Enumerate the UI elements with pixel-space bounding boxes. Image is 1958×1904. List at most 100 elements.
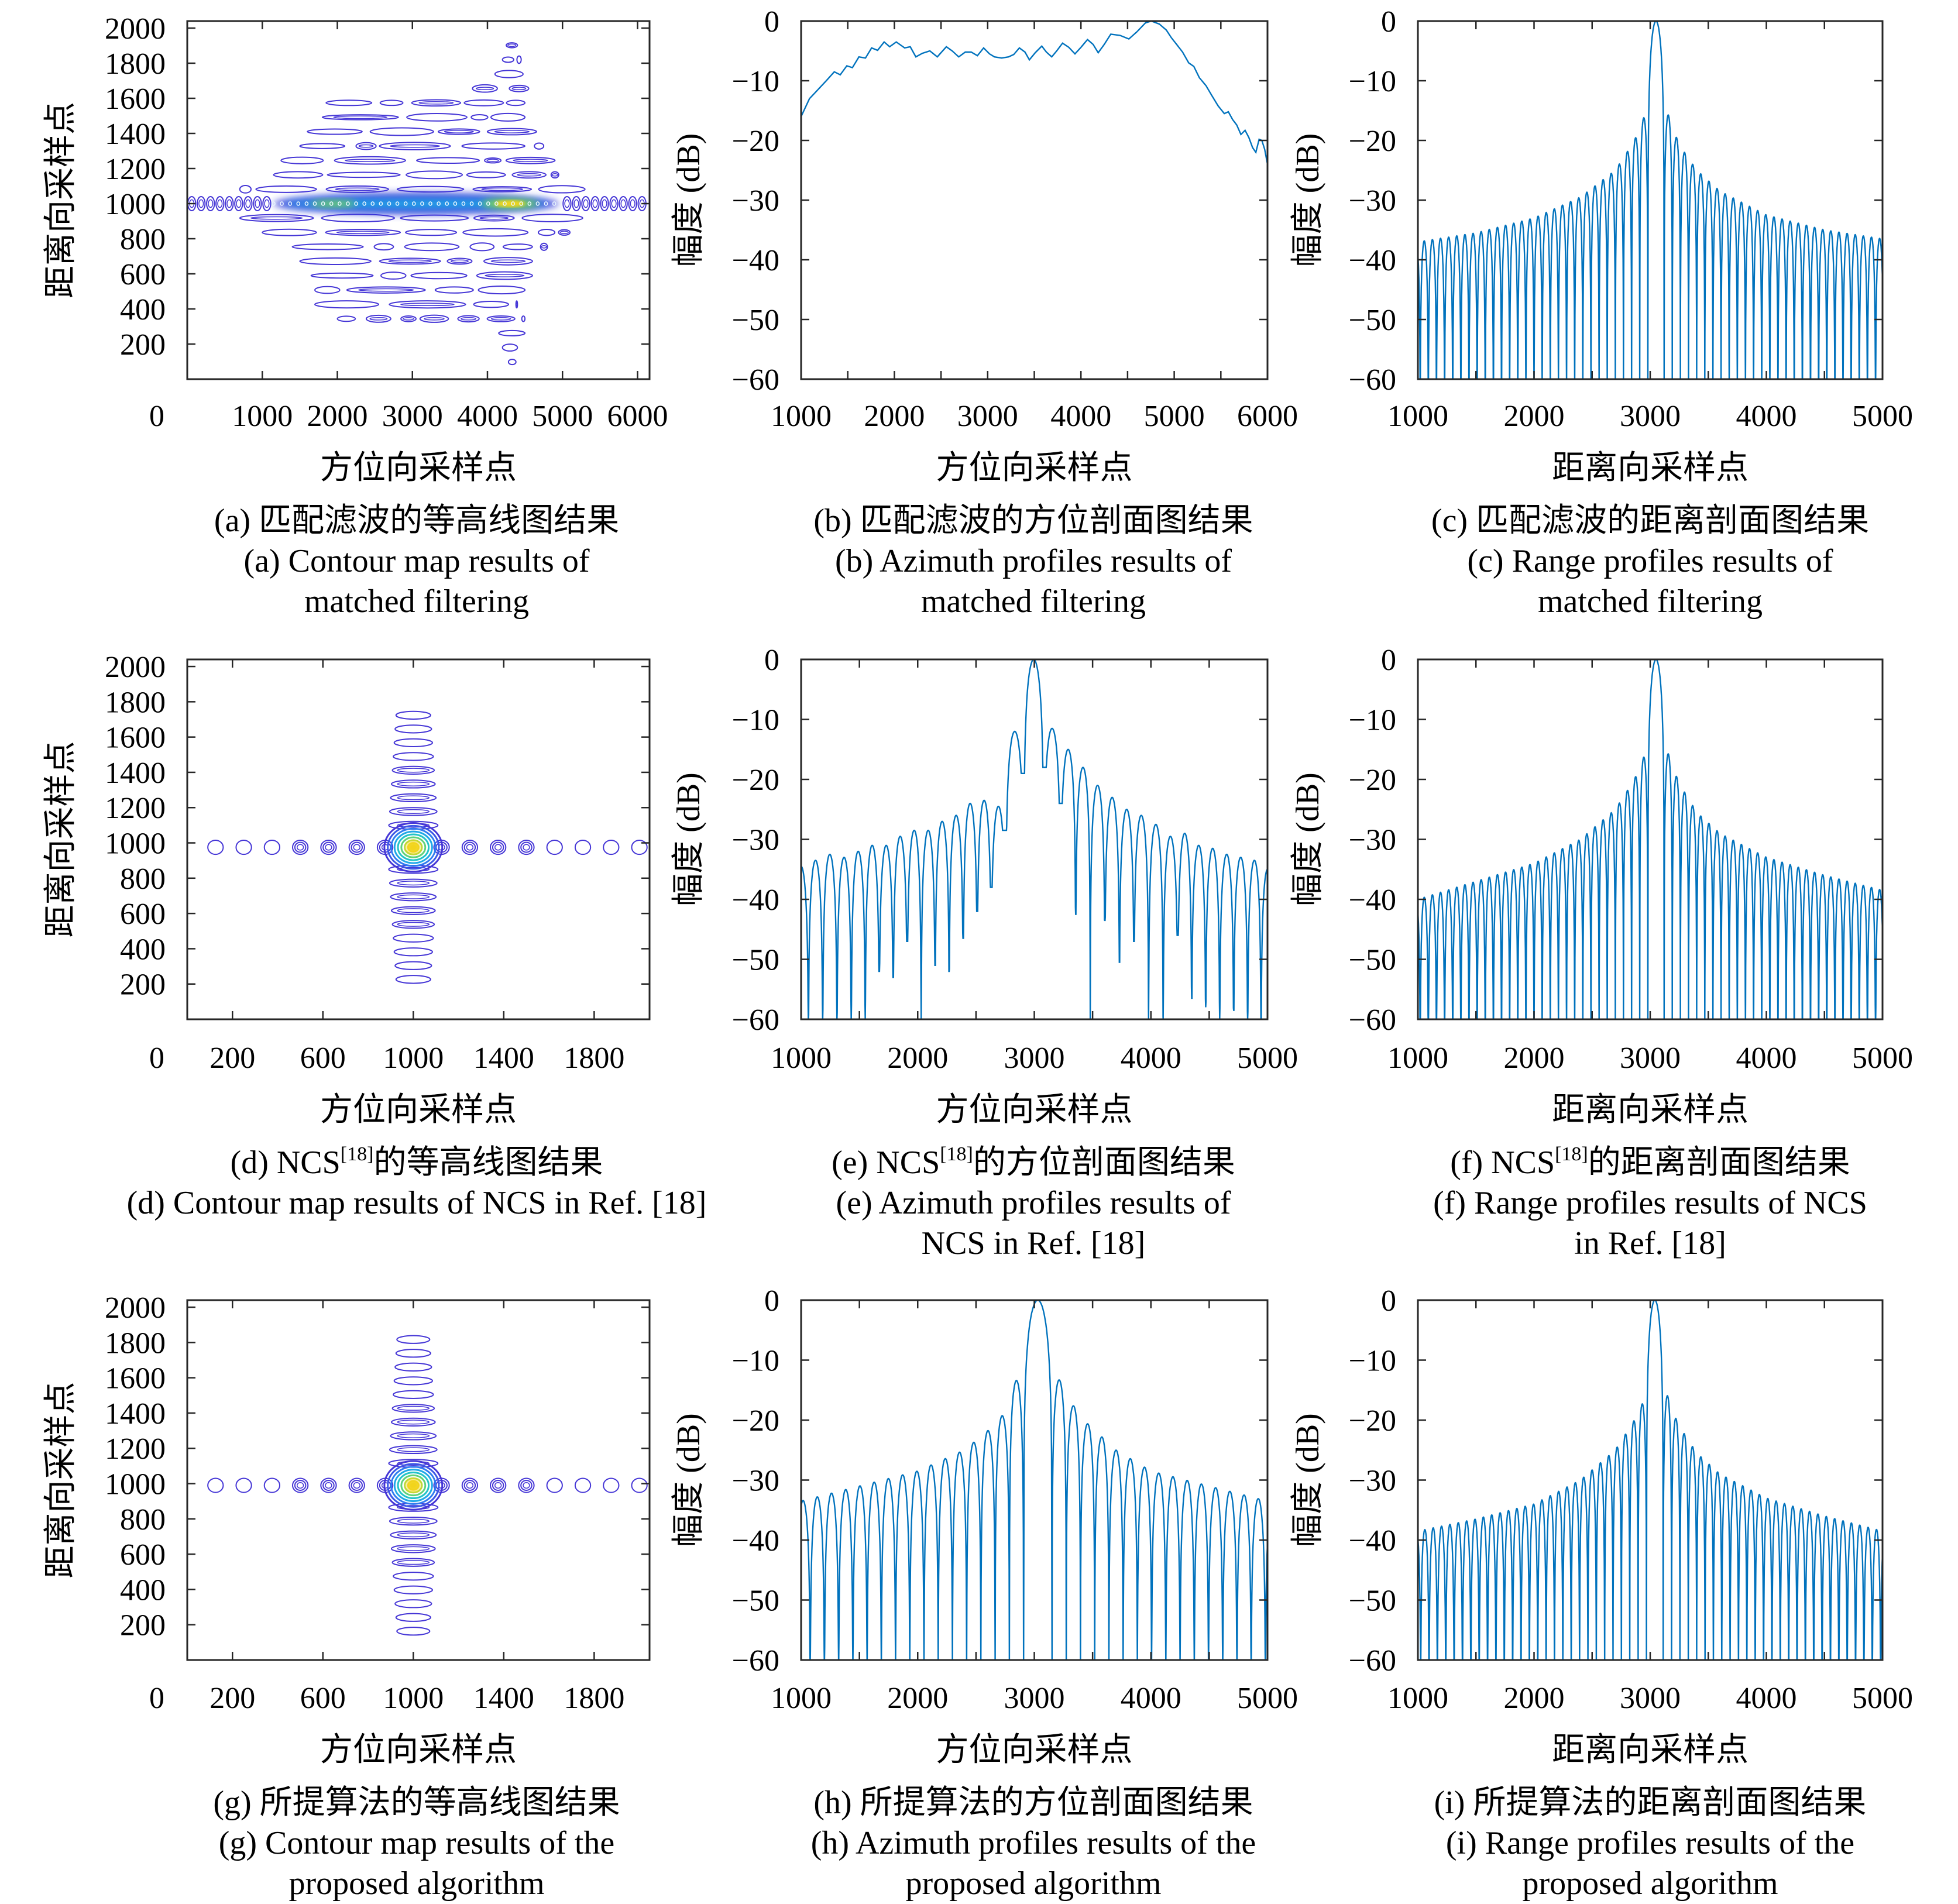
x-tick-label: 0 <box>149 1042 164 1075</box>
plot-area <box>207 710 648 984</box>
x-tick-label: 5000 <box>1852 400 1913 433</box>
sidelobe-contour <box>475 87 494 91</box>
range-sidelobe <box>394 724 432 734</box>
y-tick-label: −40 <box>732 244 779 277</box>
mainlobe-ring <box>226 199 232 208</box>
caption-g: (g) 所提算法的等高线图结果 (g) Contour map results o… <box>66 1783 768 1904</box>
profile-line <box>801 21 1267 165</box>
y-axis-label: 幅度 (dB) <box>671 133 707 267</box>
caption-cn: (e) NCS[18]的方位剖面图结果 <box>682 1143 1385 1183</box>
y-tick-label: −30 <box>1349 184 1396 218</box>
mainlobe-ring <box>535 201 540 206</box>
axes-box <box>800 658 1269 1020</box>
mainlobe-contour <box>400 1474 427 1497</box>
azimuth-sidelobe <box>463 841 476 853</box>
sidelobe-contour <box>369 317 388 321</box>
x-tick-label: 200 <box>209 1042 255 1075</box>
y-tick-label: 600 <box>120 898 166 931</box>
caption-f: (f) NCS[18]的距离剖面图结果 (f) Range profiles re… <box>1299 1143 1958 1264</box>
mainlobe-ring <box>272 201 276 206</box>
sidelobe-contour <box>314 300 379 309</box>
sidelobe-contour <box>506 99 526 106</box>
range-sidelobe <box>397 768 430 773</box>
mainlobe-ring <box>395 201 400 206</box>
mainlobe-ring <box>552 201 557 206</box>
azimuth-sidelobe <box>235 840 252 855</box>
sidelobe-contour <box>379 142 451 150</box>
sidelobe-contour <box>250 216 303 220</box>
mainlobe-ring <box>494 201 499 206</box>
azimuth-sidelobe <box>603 840 620 855</box>
range-sidelobe <box>396 1335 431 1344</box>
x-tick-label: 1000 <box>771 400 832 433</box>
range-sidelobe <box>390 1544 436 1554</box>
range-sidelobe <box>395 1349 431 1358</box>
x-tick-label: 4000 <box>457 400 518 433</box>
y-tick-label: −30 <box>732 184 779 218</box>
sidelobe-contour <box>310 272 374 279</box>
mainlobe-ring <box>208 199 214 208</box>
mainlobe-ring <box>234 196 243 211</box>
x-tick-label: 600 <box>300 1682 346 1715</box>
sidelobe-contour <box>450 259 469 263</box>
mainlobe-ring <box>312 201 317 206</box>
azimuth-sidelobe <box>574 840 592 855</box>
mainlobe-ring <box>280 201 284 206</box>
range-sidelobe <box>397 1546 430 1551</box>
caption-c: (c) 匹配滤波的距离剖面图结果 (c) Range profiles resul… <box>1299 501 1958 622</box>
mainlobe-ring <box>215 196 225 211</box>
azimuth-sidelobe <box>320 1477 337 1493</box>
y-axis-label: 幅度 (dB) <box>1290 1413 1326 1547</box>
y-tick-label: 1400 <box>105 118 166 151</box>
sidelobe-contour <box>494 130 530 133</box>
panel-d: 0 200 600 1000 1400 1800200400600800100012001… <box>43 651 651 1128</box>
range-sidelobe <box>395 710 431 720</box>
peak-spot <box>406 841 420 854</box>
caption-cn-pre: (d) NCS <box>230 1145 341 1181</box>
range-sidelobe <box>397 1405 430 1411</box>
mainlobe-ring <box>387 201 391 206</box>
axes-box <box>186 1299 651 1661</box>
y-tick-label: −50 <box>732 944 779 977</box>
sidelobe-contour <box>255 185 317 193</box>
sidelobe-contour <box>365 314 391 323</box>
range-sidelobe <box>397 881 430 886</box>
plot-area <box>207 1335 648 1636</box>
range-sidelobe <box>393 1376 433 1386</box>
range-sidelobe <box>397 781 430 786</box>
sidelobe-contour <box>490 112 526 122</box>
mainlobe-contour <box>383 822 444 873</box>
azimuth-sidelobe <box>353 844 360 851</box>
sidelobe-contour <box>336 315 356 322</box>
azimuth-sidelobe <box>494 844 502 851</box>
range-sidelobe <box>397 894 430 899</box>
sidelobe-contour <box>373 243 394 251</box>
x-axis-label: 距离向采样点 <box>1552 1732 1749 1768</box>
caption-en-line: NCS in Ref. [18] <box>921 1225 1146 1262</box>
x-tick-label: 3000 <box>1620 1682 1681 1715</box>
x-tick-label: 0 <box>149 400 164 433</box>
x-tick-label: 1000 <box>1387 1682 1448 1715</box>
y-tick-label: 400 <box>120 293 166 327</box>
y-tick-label: −30 <box>1349 1465 1396 1498</box>
mainlobe-contour <box>383 1460 444 1511</box>
x-tick-label: 5000 <box>1144 400 1205 433</box>
sidelobe-contour <box>389 300 466 309</box>
y-tick-label: 1600 <box>105 83 166 116</box>
range-sidelobe <box>395 1613 431 1622</box>
caption-cn-sup: [18] <box>1555 1143 1588 1165</box>
azimuth-sidelobe <box>207 840 224 855</box>
range-sidelobe <box>397 1433 430 1438</box>
x-axis-label: 距离向采样点 <box>1552 450 1749 486</box>
panel-c: 1000 2000 3000 4000 5000 0 −10 −20 −30 −40 −50 −60 距… <box>1290 5 1913 486</box>
mainlobe-ring <box>346 201 350 206</box>
y-tick-label: 2000 <box>105 1291 166 1325</box>
sidelobe-contour <box>396 185 465 193</box>
azimuth-sidelobe <box>520 1480 533 1491</box>
caption-e: (e) NCS[18]的方位剖面图结果 (e) Azimuth profiles … <box>682 1143 1385 1264</box>
panel-g: 0 200 600 1000 1400 1800200400600800100012001… <box>43 1291 651 1768</box>
mainlobe-ring <box>581 196 590 211</box>
y-tick-label: 2000 <box>105 651 166 684</box>
x-tick-label: 4000 <box>1736 400 1797 433</box>
sidelobe-contour <box>517 173 542 177</box>
